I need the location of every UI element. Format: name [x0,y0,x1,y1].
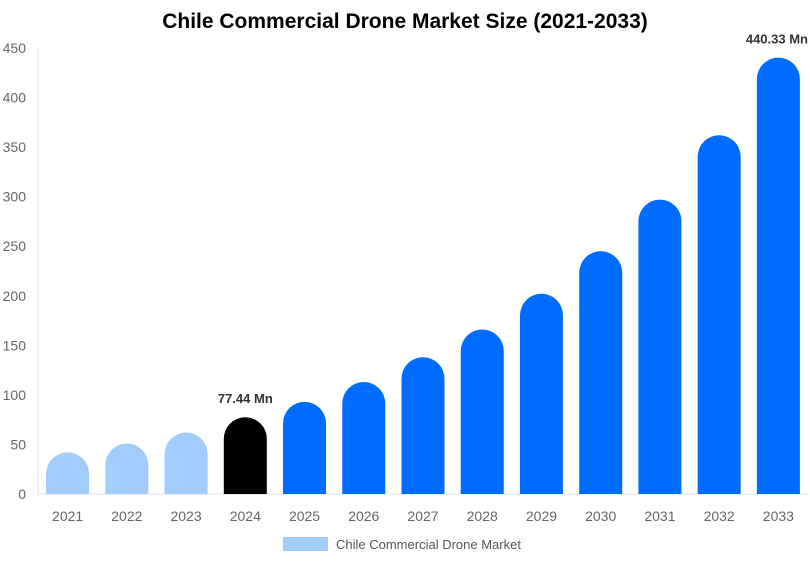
bar-2022 [105,443,149,494]
x-tick-label: 2029 [526,508,557,524]
x-tick-label: 2032 [704,508,735,524]
x-tick-label: 2031 [644,508,675,524]
y-tick-label: 0 [18,486,26,502]
y-tick-label: 400 [3,90,27,106]
y-tick-label: 150 [3,337,27,353]
bar-2033 [756,57,800,495]
x-tick-label: 2021 [52,508,83,524]
data-labels: 77.44 Mn 440.33 Mn [218,32,808,407]
y-tick-label: 100 [3,387,27,403]
bar-2021 [46,452,90,494]
x-tick-label: 2030 [585,508,616,524]
x-tick-label: 2033 [763,508,794,524]
data-label: 77.44 Mn [218,391,273,406]
y-tick-label: 350 [3,139,27,155]
bar-2024 [223,417,267,494]
x-tick-label: 2022 [111,508,142,524]
bar-2028 [460,329,504,494]
legend-label[interactable]: Chile Commercial Drone Market [336,537,521,552]
x-tick-label: 2028 [467,508,498,524]
x-tick-label: 2023 [170,508,201,524]
bar-2026 [342,382,386,494]
x-tick-label: 2027 [407,508,438,524]
bar-2025 [283,401,327,494]
bar-2029 [519,293,563,494]
x-tick-label: 2025 [289,508,320,524]
y-tick-label: 200 [3,288,27,304]
y-tick-label: 300 [3,189,27,205]
bar-2027 [401,357,445,494]
y-tick-label: 450 [3,40,27,56]
bar-2030 [579,251,623,494]
axes: 0 50 100 150 200 250 300 350 400 450 2021 2022 2023 2… [3,40,808,524]
chart-title: Chile Commercial Drone Market Size (2021… [162,10,648,33]
bar-2031 [638,199,682,494]
bar-2023 [164,432,208,494]
legend-swatch [283,537,328,551]
legend: Chile Commercial Drone Market [283,537,521,552]
data-label: 440.33 Mn [746,32,808,47]
bars [46,57,800,495]
bar-2032 [697,135,741,494]
y-tick-label: 50 [10,436,26,452]
y-tick-label: 250 [3,238,27,254]
x-tick-label: 2026 [348,508,379,524]
x-tick-label: 2024 [230,508,261,524]
